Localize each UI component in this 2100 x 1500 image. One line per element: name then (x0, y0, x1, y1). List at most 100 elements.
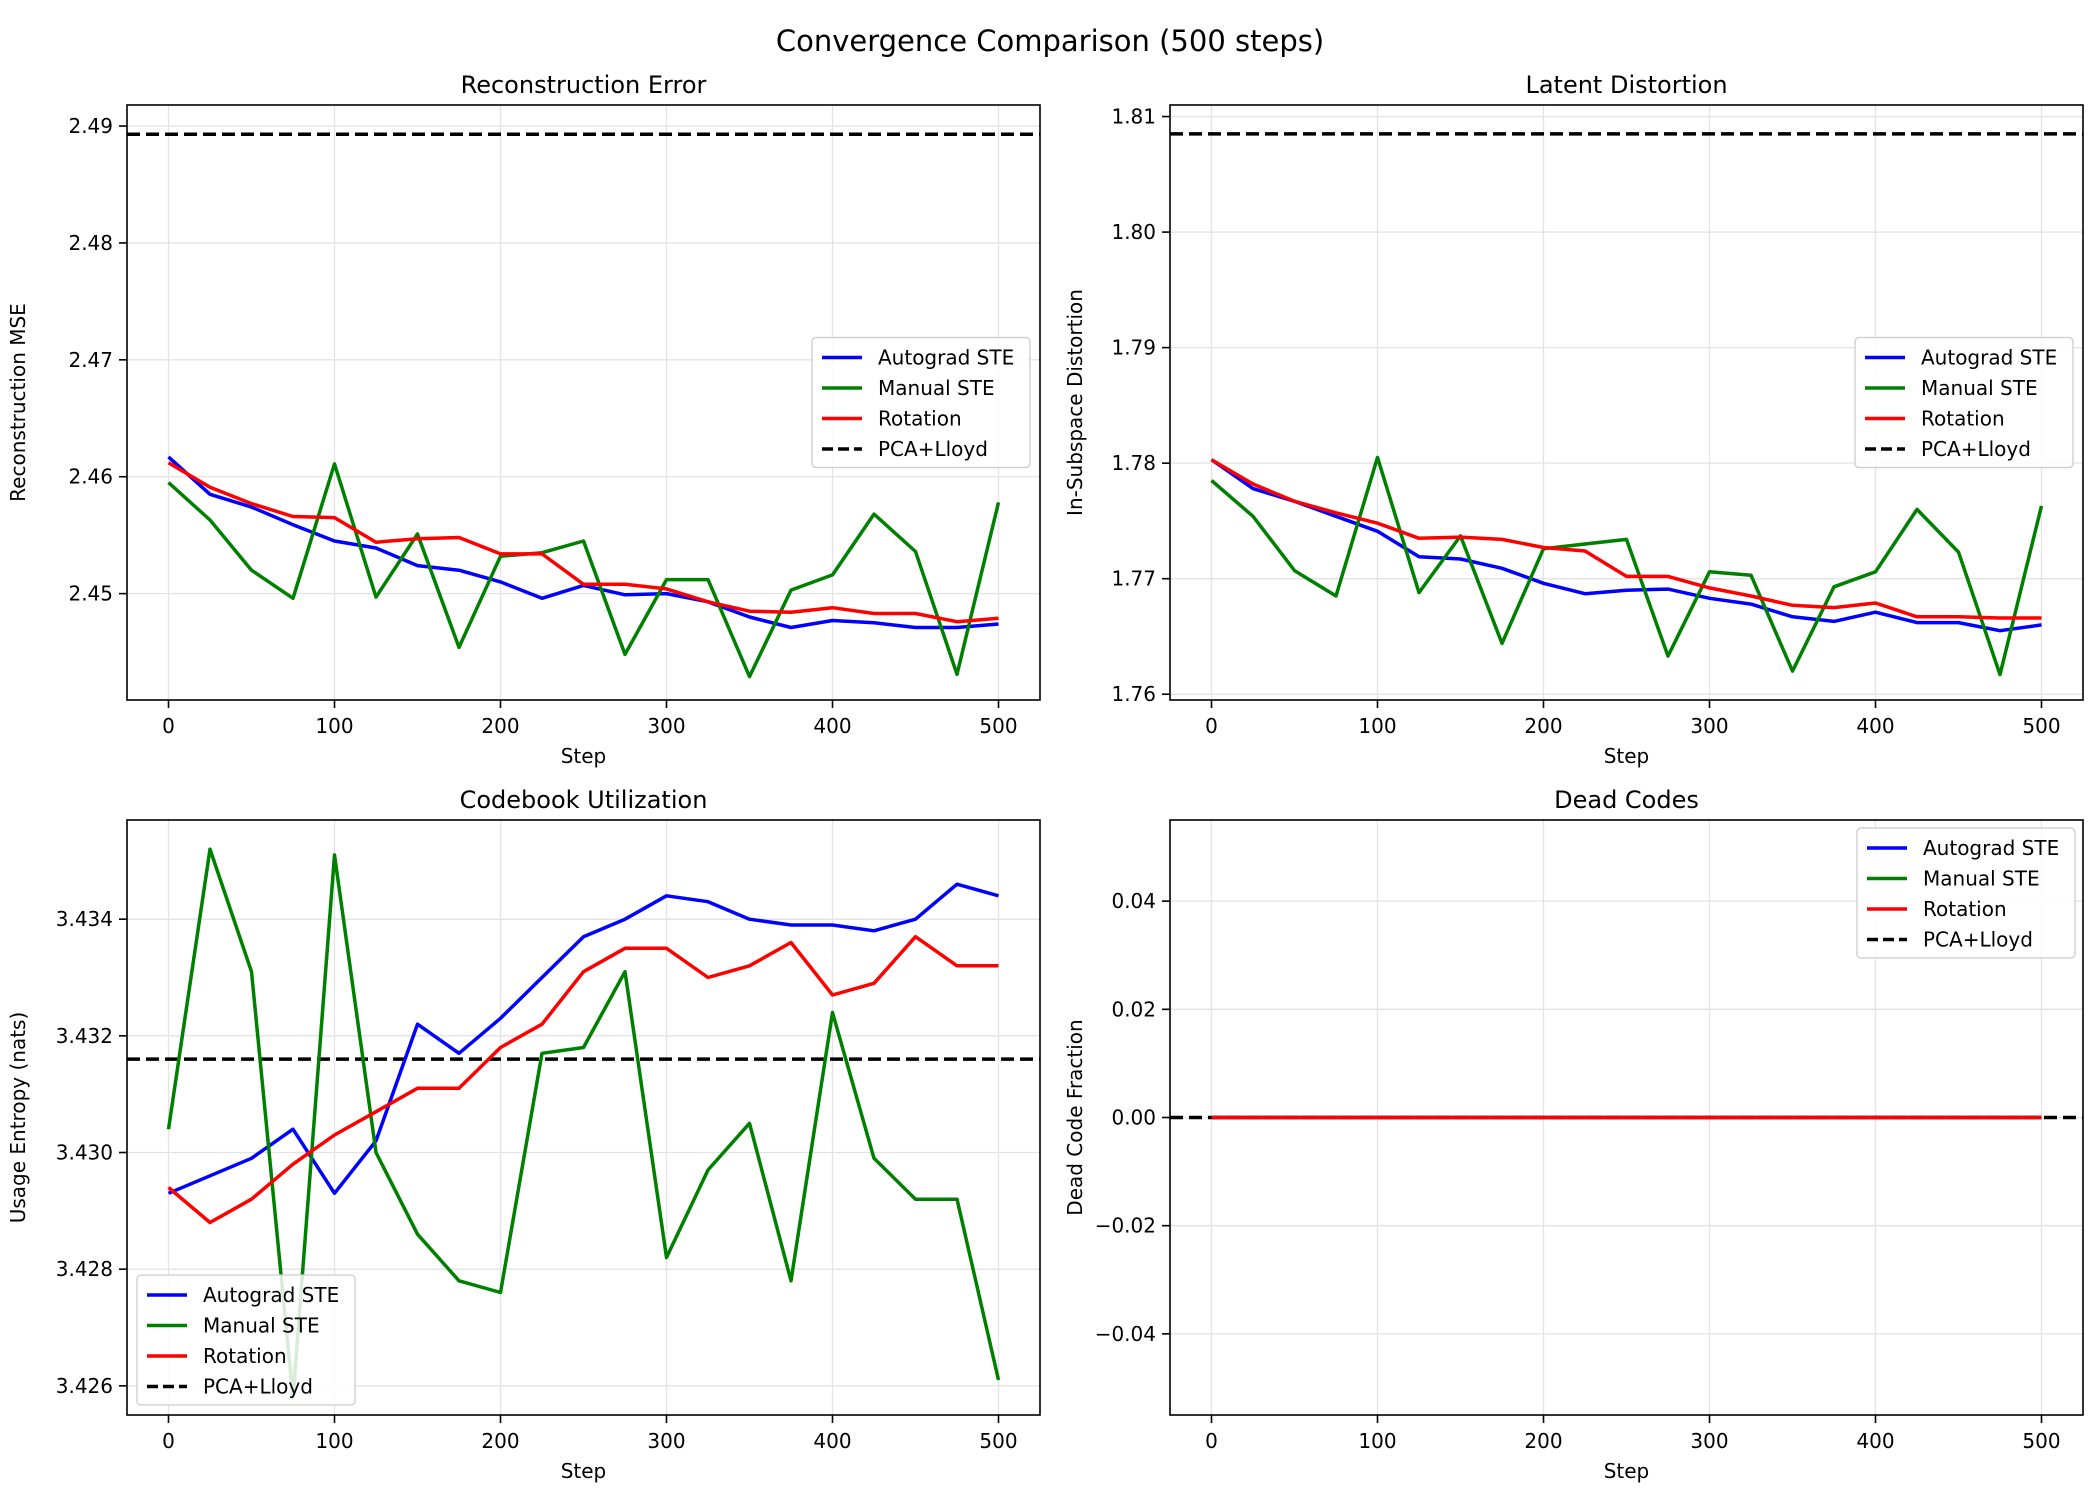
x-tick-label: 200 (481, 1429, 519, 1453)
series-line-autograd-ste (167, 882, 999, 1196)
y-tick-label: −0.02 (1095, 1214, 1156, 1238)
y-tick-label: 3.434 (56, 907, 113, 931)
y-tick-label: 3.426 (56, 1374, 113, 1398)
y-axis-label: Dead Code Fraction (1063, 1019, 1087, 1215)
y-axis-label: Reconstruction MSE (6, 303, 30, 502)
x-tick-label: 300 (1690, 714, 1728, 738)
y-tick-label: 1.78 (1111, 451, 1156, 475)
legend-label: Rotation (1921, 407, 2005, 431)
x-tick-label: 100 (1358, 714, 1396, 738)
x-tick-label: 500 (979, 714, 1017, 738)
y-axis-label: Usage Entropy (nats) (6, 1012, 30, 1224)
y-tick-label: 2.45 (68, 582, 113, 606)
y-tick-label: 1.79 (1111, 336, 1156, 360)
legend-label: Manual STE (1923, 867, 2040, 891)
y-tick-label: 1.77 (1111, 567, 1156, 591)
x-tick-label: 400 (813, 714, 851, 738)
y-tick-label: 2.49 (68, 114, 113, 138)
y-tick-label: −0.04 (1095, 1322, 1156, 1346)
series-group (166, 847, 1001, 1400)
legend-label: Autograd STE (203, 1283, 339, 1307)
x-tick-label: 100 (315, 714, 353, 738)
legend-label: PCA+Lloyd (203, 1375, 313, 1399)
legend: Autograd STE Manual STE Rotation PCA+Lloyd (136, 1274, 356, 1406)
y-tick-label: 0.00 (1111, 1106, 1156, 1130)
x-tick-label: 400 (813, 1429, 851, 1453)
x-tick-label: 0 (162, 1429, 175, 1453)
x-tick-label: 0 (1205, 714, 1218, 738)
x-tick-label: 200 (481, 714, 519, 738)
x-tick-label: 400 (1856, 1429, 1894, 1453)
series-line-autograd-ste (1210, 458, 2042, 633)
legend-label: Manual STE (878, 376, 995, 400)
x-tick-label: 0 (162, 714, 175, 738)
series-group (167, 455, 1001, 679)
x-tick-label: 300 (647, 714, 685, 738)
x-axis-label: Step (1604, 1459, 1650, 1483)
panel-title: Reconstruction Error (461, 71, 707, 99)
panel-4: 0 100 200 300 400 500 −0.04 −0.02 0.00 0.02 0.04 De… (1063, 786, 2084, 1483)
x-tick-label: 100 (1358, 1429, 1396, 1453)
y-axis-label: In-Subspace Distortion (1063, 289, 1087, 516)
y-tick-label: 1.76 (1111, 682, 1156, 706)
x-tick-label: 500 (2022, 714, 2060, 738)
panels: 0 100 200 300 400 500 2.45 2.46 2.47 2.48 2.49 Reco… (6, 71, 2084, 1483)
legend-label: Rotation (878, 407, 962, 431)
y-tick-label: 0.02 (1111, 997, 1156, 1021)
axes-frame (126, 819, 1041, 1416)
x-tick-label: 300 (1690, 1429, 1728, 1453)
legend-label: PCA+Lloyd (1921, 437, 2031, 461)
legend-box (1854, 336, 2074, 469)
x-tick-label: 500 (979, 1429, 1017, 1453)
panel-title: Latent Distortion (1525, 71, 1727, 99)
y-tick-label: 3.432 (56, 1024, 113, 1048)
y-tick-label: 1.81 (1111, 105, 1156, 129)
panel-title: Codebook Utilization (460, 786, 708, 814)
legend-label: PCA+Lloyd (1923, 928, 2033, 952)
series-group (1210, 455, 2044, 677)
x-tick-label: 500 (2022, 1429, 2060, 1453)
legend: Autograd STE Manual STE Rotation PCA+Lloyd (811, 336, 1031, 469)
legend-box (1856, 827, 2076, 959)
series-line-rotation (167, 934, 999, 1225)
panel-2: 0 100 200 300 400 500 1.76 1.77 1.78 1.79 1.80 1.81… (1063, 71, 2084, 768)
x-tick-label: 0 (1205, 1429, 1218, 1453)
y-tick-label: 3.430 (56, 1141, 113, 1165)
axes-frame (1169, 104, 2084, 701)
panel-3: 0 100 200 300 400 500 3.426 3.428 3.430 3.432 3.43… (6, 786, 1041, 1483)
x-tick-label: 100 (315, 1429, 353, 1453)
axes-frame (126, 104, 1041, 701)
legend-label: PCA+Lloyd (878, 437, 988, 461)
x-axis-label: Step (561, 1459, 607, 1483)
panel-title: Dead Codes (1554, 786, 1699, 814)
legend-label: Autograd STE (1921, 346, 2057, 370)
legend-label: Autograd STE (878, 346, 1014, 370)
series-line-manual-ste (1210, 455, 2044, 677)
legend: Autograd STE Manual STE Rotation PCA+Lloyd (1854, 336, 2074, 469)
x-tick-label: 200 (1524, 1429, 1562, 1453)
legend-label: Manual STE (1921, 376, 2038, 400)
y-tick-label: 2.46 (68, 465, 113, 489)
legend-box (811, 336, 1031, 469)
legend-label: Manual STE (203, 1314, 320, 1338)
series-line-manual-ste (167, 462, 1001, 679)
x-axis-label: Step (1604, 744, 1650, 768)
series-line-rotation (167, 461, 999, 624)
series-line-manual-ste (166, 847, 1001, 1400)
x-axis-label: Step (561, 744, 607, 768)
y-tick-label: 2.48 (68, 231, 113, 255)
x-tick-label: 400 (1856, 714, 1894, 738)
x-tick-label: 300 (647, 1429, 685, 1453)
y-tick-label: 1.80 (1111, 220, 1156, 244)
series-line-rotation (1210, 458, 2042, 620)
panel-1: 0 100 200 300 400 500 2.45 2.46 2.47 2.48 2.49 Reco… (6, 71, 1041, 768)
legend-label: Rotation (1923, 897, 2007, 921)
legend-box (136, 1274, 356, 1406)
legend-label: Autograd STE (1923, 836, 2059, 860)
y-tick-label: 2.47 (68, 348, 113, 372)
y-tick-label: 0.04 (1111, 889, 1156, 913)
x-tick-label: 200 (1524, 714, 1562, 738)
legend-label: Rotation (203, 1344, 287, 1368)
y-tick-label: 3.428 (56, 1257, 113, 1281)
